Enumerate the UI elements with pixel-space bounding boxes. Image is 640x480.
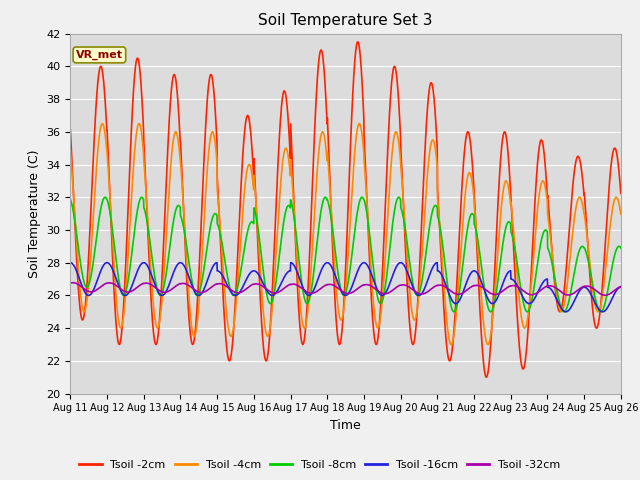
Title: Soil Temperature Set 3: Soil Temperature Set 3 bbox=[259, 13, 433, 28]
Y-axis label: Soil Temperature (C): Soil Temperature (C) bbox=[28, 149, 41, 278]
Text: VR_met: VR_met bbox=[76, 50, 123, 60]
Legend: Tsoil -2cm, Tsoil -4cm, Tsoil -8cm, Tsoil -16cm, Tsoil -32cm: Tsoil -2cm, Tsoil -4cm, Tsoil -8cm, Tsoi… bbox=[75, 456, 565, 474]
X-axis label: Time: Time bbox=[330, 419, 361, 432]
